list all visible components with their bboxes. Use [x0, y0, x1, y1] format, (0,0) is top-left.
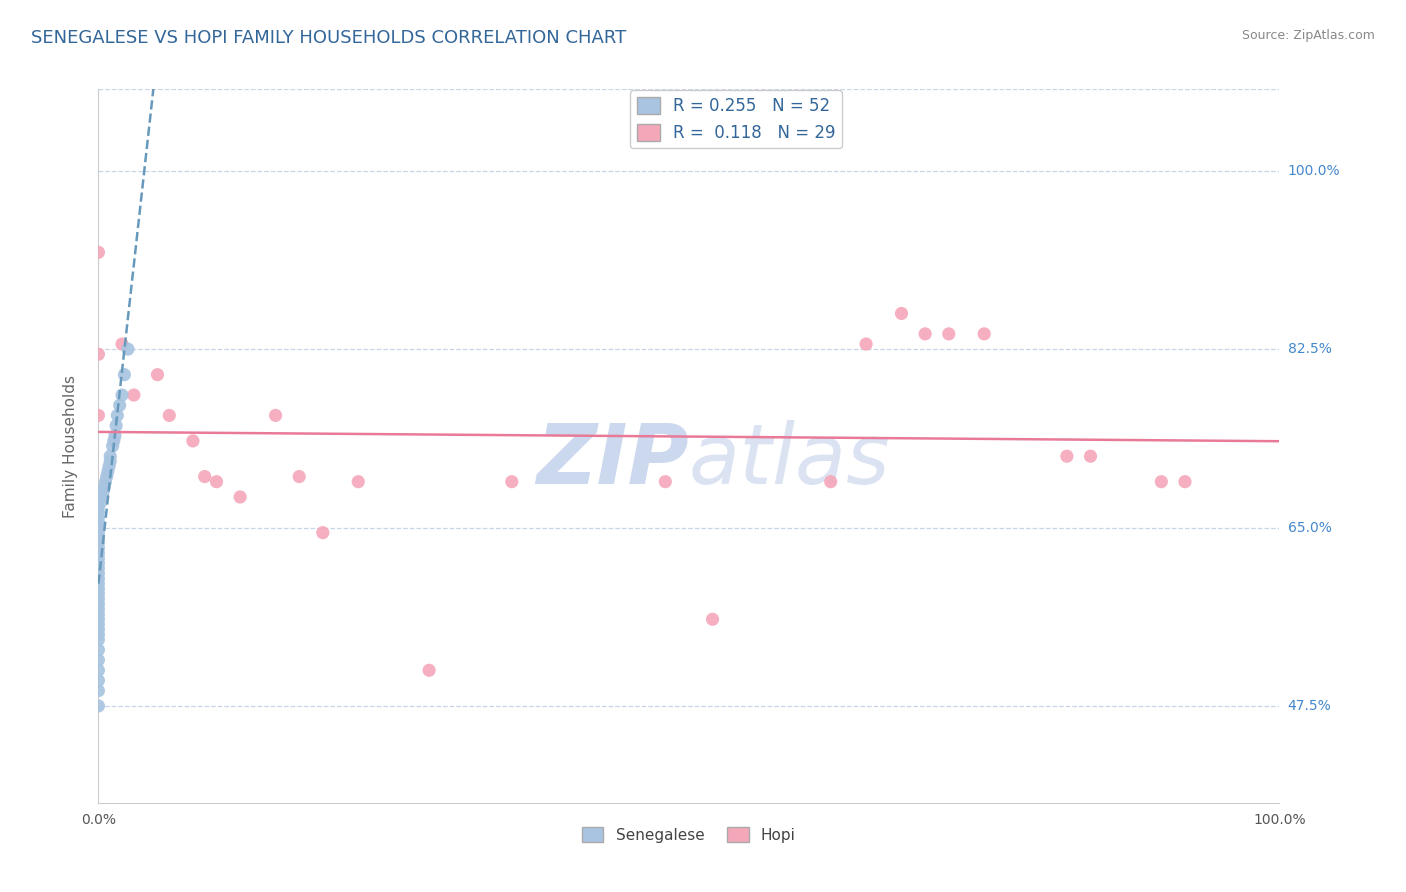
Text: 47.5%: 47.5% — [1288, 699, 1331, 713]
Point — [87, 602, 110, 616]
Point — [105, 418, 128, 433]
Point — [104, 429, 127, 443]
Point — [264, 409, 287, 423]
Point — [820, 475, 842, 489]
Point — [418, 663, 440, 677]
Point — [87, 698, 110, 713]
Point — [87, 591, 110, 606]
Point — [98, 449, 121, 463]
Point — [87, 561, 110, 575]
Point — [93, 480, 115, 494]
Point — [501, 475, 523, 489]
Point — [87, 505, 110, 519]
Point — [103, 434, 125, 448]
Point — [194, 469, 217, 483]
Point — [87, 663, 110, 677]
Point — [87, 607, 110, 622]
Point — [938, 326, 960, 341]
Text: 100.0%: 100.0% — [1288, 164, 1340, 178]
Point — [146, 368, 169, 382]
Point — [702, 612, 724, 626]
Point — [96, 469, 118, 483]
Point — [1056, 449, 1078, 463]
Text: 65.0%: 65.0% — [1288, 521, 1331, 534]
Point — [122, 388, 145, 402]
Point — [98, 454, 121, 468]
Point — [87, 683, 110, 698]
Point — [105, 409, 128, 423]
Point — [87, 516, 110, 530]
Point — [1174, 475, 1197, 489]
Point — [87, 409, 110, 423]
Point — [111, 388, 134, 402]
Text: SENEGALESE VS HOPI FAMILY HOUSEHOLDS CORRELATION CHART: SENEGALESE VS HOPI FAMILY HOUSEHOLDS COR… — [31, 29, 626, 47]
Point — [157, 409, 180, 423]
Point — [87, 520, 110, 534]
Point — [181, 434, 204, 448]
Point — [87, 531, 110, 545]
Point — [914, 326, 936, 341]
Point — [87, 617, 110, 632]
Point — [855, 337, 877, 351]
Point — [1080, 449, 1102, 463]
Text: ZIP: ZIP — [536, 420, 689, 500]
Point — [87, 587, 110, 601]
Point — [87, 597, 110, 611]
Text: 82.5%: 82.5% — [1288, 343, 1331, 356]
Point — [87, 653, 110, 667]
Point — [101, 439, 124, 453]
Point — [205, 475, 228, 489]
Point — [973, 326, 995, 341]
Point — [87, 673, 110, 688]
Point — [87, 627, 110, 641]
Point — [97, 465, 120, 479]
Point — [87, 623, 110, 637]
Point — [87, 576, 110, 591]
Point — [91, 484, 114, 499]
Point — [98, 459, 121, 474]
Point — [94, 475, 117, 489]
Legend: Senegalese, Hopi: Senegalese, Hopi — [576, 821, 801, 848]
Point — [87, 551, 110, 566]
Point — [87, 612, 110, 626]
Point — [87, 536, 110, 550]
Point — [87, 500, 110, 515]
Point — [654, 475, 676, 489]
Point — [91, 490, 114, 504]
Point — [87, 572, 110, 586]
Point — [347, 475, 370, 489]
Point — [87, 546, 110, 560]
Point — [312, 525, 335, 540]
Point — [1150, 475, 1173, 489]
Y-axis label: Family Households: Family Households — [63, 375, 77, 517]
Point — [87, 510, 110, 524]
Point — [87, 582, 110, 596]
Text: Source: ZipAtlas.com: Source: ZipAtlas.com — [1241, 29, 1375, 43]
Point — [288, 469, 311, 483]
Point — [112, 368, 135, 382]
Point — [87, 245, 110, 260]
Point — [87, 556, 110, 570]
Point — [111, 337, 134, 351]
Point — [87, 566, 110, 581]
Point — [87, 541, 110, 555]
Point — [229, 490, 252, 504]
Point — [87, 347, 110, 361]
Point — [87, 525, 110, 540]
Point — [117, 342, 139, 356]
Point — [890, 306, 912, 320]
Point — [87, 632, 110, 647]
Text: atlas: atlas — [689, 420, 890, 500]
Point — [90, 495, 112, 509]
Point — [87, 643, 110, 657]
Point — [108, 398, 131, 412]
